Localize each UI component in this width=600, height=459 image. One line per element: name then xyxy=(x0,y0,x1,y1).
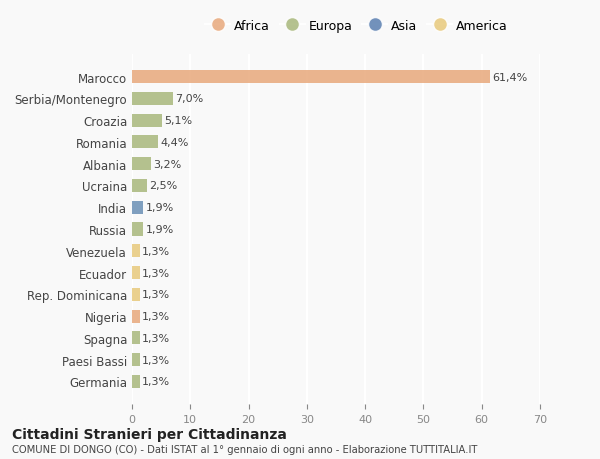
Bar xyxy=(132,288,140,301)
Bar xyxy=(132,353,140,366)
Bar xyxy=(132,114,162,128)
Bar xyxy=(132,245,140,258)
Text: 61,4%: 61,4% xyxy=(492,73,527,83)
Text: 1,3%: 1,3% xyxy=(142,246,170,256)
Text: 2,5%: 2,5% xyxy=(149,181,177,191)
Text: COMUNE DI DONGO (CO) - Dati ISTAT al 1° gennaio di ogni anno - Elaborazione TUTT: COMUNE DI DONGO (CO) - Dati ISTAT al 1° … xyxy=(12,444,478,454)
Bar xyxy=(132,93,173,106)
Text: 1,3%: 1,3% xyxy=(142,355,170,365)
Text: 4,4%: 4,4% xyxy=(160,138,188,148)
Text: 1,9%: 1,9% xyxy=(145,224,173,235)
Text: 1,3%: 1,3% xyxy=(142,376,170,386)
Text: 1,3%: 1,3% xyxy=(142,311,170,321)
Text: 1,9%: 1,9% xyxy=(145,203,173,213)
Legend: Africa, Europa, Asia, America: Africa, Europa, Asia, America xyxy=(201,16,512,36)
Text: Cittadini Stranieri per Cittadinanza: Cittadini Stranieri per Cittadinanza xyxy=(12,427,287,442)
Text: 7,0%: 7,0% xyxy=(175,94,203,104)
Bar xyxy=(132,179,146,193)
Text: 1,3%: 1,3% xyxy=(142,290,170,300)
Text: 1,3%: 1,3% xyxy=(142,333,170,343)
Bar xyxy=(132,310,140,323)
Bar xyxy=(132,223,143,236)
Bar xyxy=(132,201,143,214)
Text: 5,1%: 5,1% xyxy=(164,116,192,126)
Text: 3,2%: 3,2% xyxy=(153,159,181,169)
Bar xyxy=(132,136,158,149)
Bar xyxy=(132,158,151,171)
Bar xyxy=(132,331,140,345)
Bar xyxy=(132,266,140,280)
Bar xyxy=(132,71,490,84)
Text: 1,3%: 1,3% xyxy=(142,268,170,278)
Bar xyxy=(132,375,140,388)
